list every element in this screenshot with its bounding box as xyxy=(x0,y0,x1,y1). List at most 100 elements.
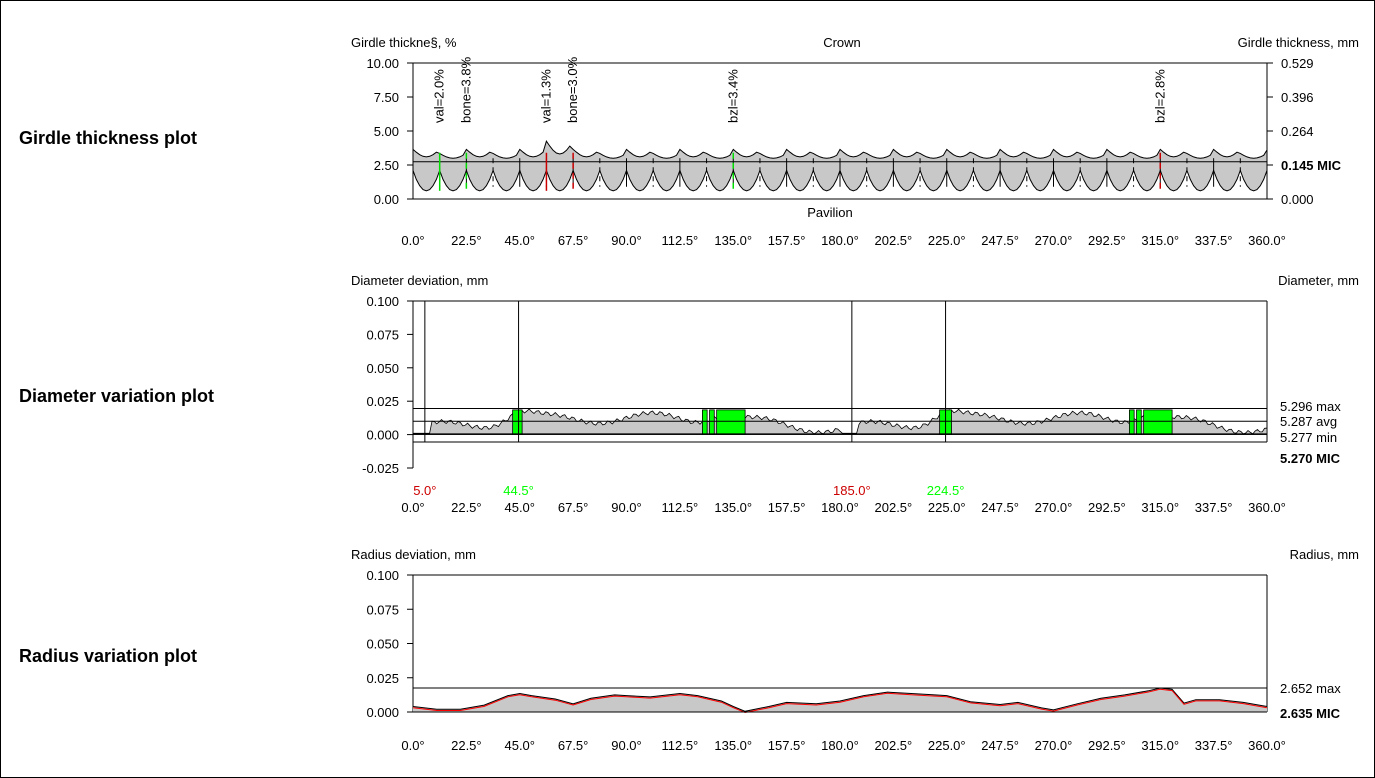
radius-x-tick-label: 360.0° xyxy=(1248,738,1286,753)
diameter-x-tick-label: 315.0° xyxy=(1141,500,1179,515)
diameter-marker-label: 44.5° xyxy=(503,483,534,498)
radius-x-tick-label: 315.0° xyxy=(1141,738,1179,753)
diameter-x-tick-label: 22.5° xyxy=(451,500,482,515)
girdle-right-tick-label: 0.145 MIC xyxy=(1281,158,1342,173)
girdle-left-tick-label: 0.00 xyxy=(374,192,399,207)
girdle-right-axis-title: Girdle thickness, mm xyxy=(1238,35,1359,50)
radius-level-label: 2.635 MIC xyxy=(1280,706,1341,721)
girdle-x-tick-label: 112.5° xyxy=(661,233,698,248)
radius-x-tick-label: 270.0° xyxy=(1035,738,1073,753)
girdle-right-tick-label: 0.396 xyxy=(1281,90,1314,105)
girdle-annotation-label: val=1.3% xyxy=(538,69,553,123)
diameter-x-tick-label: 45.0° xyxy=(504,500,535,515)
radius-x-tick-label: 337.5° xyxy=(1195,738,1233,753)
girdle-annotation-label: bzl=2.8% xyxy=(1152,69,1167,123)
radius-x-tick-label: 0.0° xyxy=(401,738,424,753)
diameter-left-tick-label: 0.025 xyxy=(366,394,399,409)
radius-left-tick-label: 0.050 xyxy=(366,637,399,652)
girdle-crown-label: Crown xyxy=(823,35,861,50)
radius-x-tick-label: 202.5° xyxy=(875,738,913,753)
diameter-x-tick-label: 337.5° xyxy=(1195,500,1233,515)
diameter-row-label: Diameter variation plot xyxy=(19,386,215,406)
diameter-highlight-block xyxy=(1143,409,1173,436)
girdle-left-tick-label: 10.00 xyxy=(366,56,399,71)
radius-x-tick-label: 157.5° xyxy=(768,738,806,753)
girdle-annotation-label: bone=3.0% xyxy=(565,56,580,123)
radius-right-axis-title: Radius, mm xyxy=(1290,547,1359,562)
diameter-highlight-block xyxy=(512,409,523,436)
girdle-x-tick-label: 337.5° xyxy=(1195,233,1233,248)
diameter-highlight-block xyxy=(709,409,715,436)
girdle-left-tick-label: 2.50 xyxy=(374,158,399,173)
diameter-level-label: 5.287 avg xyxy=(1280,414,1337,429)
diameter-marker-label: 5.0° xyxy=(413,483,436,498)
girdle-x-tick-label: 225.0° xyxy=(928,233,966,248)
girdle-x-tick-label: 247.5° xyxy=(981,233,1019,248)
diameter-x-tick-label: 270.0° xyxy=(1035,500,1073,515)
diameter-left-tick-label: 0.100 xyxy=(366,294,399,309)
diameter-x-tick-label: 90.0° xyxy=(611,500,642,515)
diameter-left-tick-label: -0.025 xyxy=(362,461,399,476)
radius-x-tick-label: 135.0° xyxy=(714,738,752,753)
diameter-right-axis-title: Diameter, mm xyxy=(1278,273,1359,288)
diameter-highlight-block xyxy=(702,409,708,436)
girdle-left-tick-label: 7.50 xyxy=(374,90,399,105)
diameter-x-tick-label: 202.5° xyxy=(875,500,913,515)
diameter-x-tick-label: 360.0° xyxy=(1248,500,1286,515)
diameter-deviation-area xyxy=(412,408,1268,435)
girdle-left-axis-title: Girdle thickne§, % xyxy=(351,35,457,50)
radius-deviation-area xyxy=(413,688,1267,712)
girdle-right-tick-label: 0.000 xyxy=(1281,192,1314,207)
girdle-x-tick-label: 180.0° xyxy=(821,233,859,248)
diameter-x-tick-label: 135.0° xyxy=(714,500,752,515)
girdle-annotation-label: val=2.0% xyxy=(432,69,447,123)
diameter-highlight-block xyxy=(1129,409,1135,436)
girdle-x-tick-label: 22.5° xyxy=(451,233,482,248)
diameter-x-tick-label: 225.0° xyxy=(928,500,966,515)
diameter-x-tick-label: 180.0° xyxy=(821,500,859,515)
radius-x-tick-label: 247.5° xyxy=(981,738,1019,753)
radius-x-tick-label: 112.5° xyxy=(661,738,698,753)
diameter-highlight-block xyxy=(1136,409,1142,436)
radius-profile-red xyxy=(412,688,1268,714)
radius-level-label: 2.652 max xyxy=(1280,681,1341,696)
radius-x-tick-label: 45.0° xyxy=(504,738,535,753)
diameter-marker-label: 185.0° xyxy=(833,483,871,498)
girdle-x-tick-label: 90.0° xyxy=(611,233,642,248)
girdle-x-tick-label: 157.5° xyxy=(768,233,806,248)
diameter-x-tick-label: 112.5° xyxy=(661,500,698,515)
girdle-annotation-label: bzl=3.4% xyxy=(725,69,740,123)
girdle-right-tick-label: 0.264 xyxy=(1281,124,1314,139)
girdle-pavilion-label: Pavilion xyxy=(807,205,853,220)
diameter-level-label: 5.270 MIC xyxy=(1280,451,1341,466)
girdle-left-tick-label: 5.00 xyxy=(374,124,399,139)
radius-profile-black xyxy=(412,687,1268,712)
diameter-x-tick-label: 157.5° xyxy=(768,500,806,515)
diameter-left-axis-title: Diameter deviation, mm xyxy=(351,273,488,288)
girdle-x-tick-label: 270.0° xyxy=(1035,233,1073,248)
girdle-annotation-label: bone=3.8% xyxy=(458,56,473,123)
diameter-x-tick-label: 67.5° xyxy=(558,500,589,515)
diameter-level-label: 5.296 max xyxy=(1280,399,1341,414)
radius-left-tick-label: 0.025 xyxy=(366,671,399,686)
diameter-level-label: 5.277 min xyxy=(1280,430,1337,445)
radius-x-tick-label: 225.0° xyxy=(928,738,966,753)
girdle-x-tick-label: 360.0° xyxy=(1248,233,1286,248)
radius-left-tick-label: 0.100 xyxy=(366,568,399,583)
girdle-x-tick-label: 292.5° xyxy=(1088,233,1126,248)
girdle-x-tick-label: 67.5° xyxy=(558,233,589,248)
diameter-marker-label: 224.5° xyxy=(927,483,965,498)
radius-x-tick-label: 292.5° xyxy=(1088,738,1126,753)
girdle-x-tick-label: 135.0° xyxy=(714,233,752,248)
diameter-left-tick-label: 0.075 xyxy=(366,327,399,342)
girdle-x-tick-label: 45.0° xyxy=(504,233,535,248)
radius-x-tick-label: 67.5° xyxy=(558,738,589,753)
radius-left-tick-label: 0.000 xyxy=(366,705,399,720)
radius-left-tick-label: 0.075 xyxy=(366,602,399,617)
girdle-x-tick-label: 0.0° xyxy=(401,233,424,248)
diameter-highlight-block xyxy=(716,409,746,436)
